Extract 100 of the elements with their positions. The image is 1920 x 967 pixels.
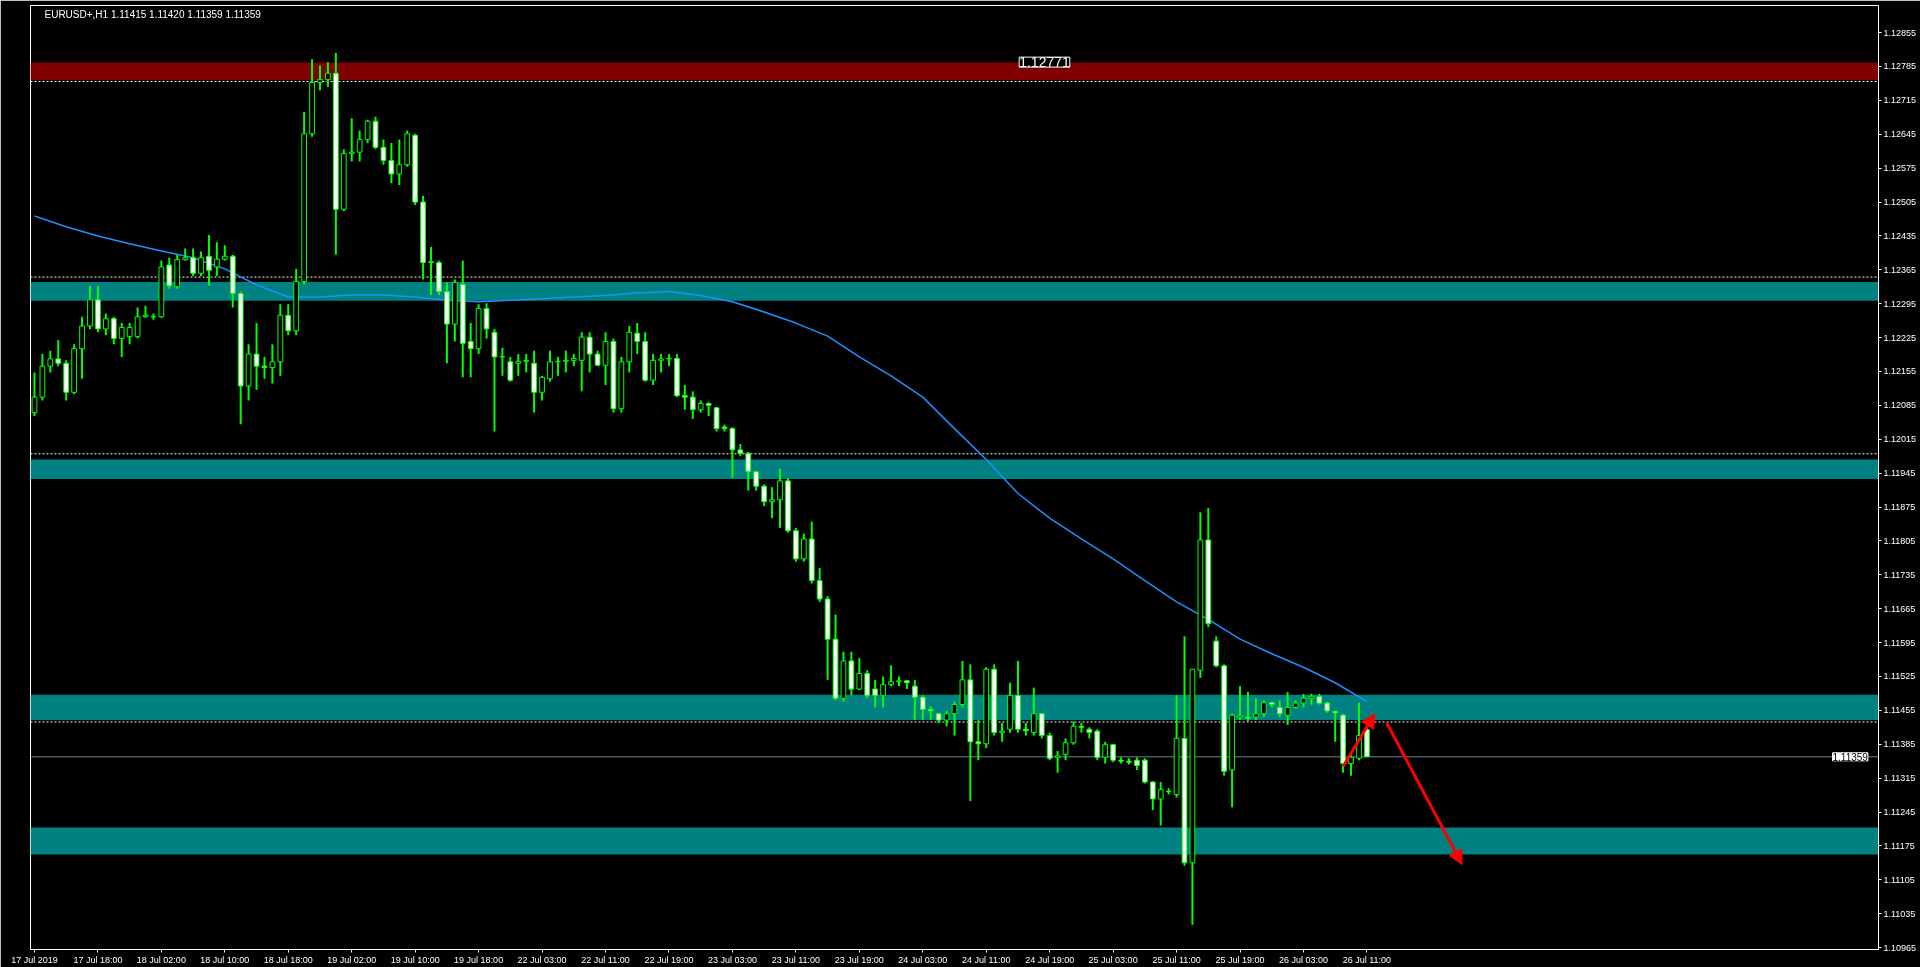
y-tick-label: 1.11875 [1883, 502, 1916, 513]
annotation: 1.12771 [1019, 54, 1070, 71]
candlestick [1102, 740, 1109, 765]
y-tick-label: 1.12015 [1883, 434, 1917, 445]
candlestick [198, 250, 204, 278]
y-tick-label: 1.12435 [1883, 230, 1917, 241]
candlestick [79, 315, 85, 380]
line-series [33, 215, 1368, 703]
x-tick-label: 18 Jul 10:00 [200, 954, 250, 965]
candlestick [1070, 720, 1077, 746]
candlestick [681, 384, 688, 411]
y-tick-label: 1.10965 [1883, 942, 1917, 953]
x-tick-label: 24 Jul 11:00 [962, 954, 1011, 965]
ref-line-label: 1.11359 [1832, 751, 1869, 763]
y-tick-label: 1.12155 [1883, 366, 1917, 377]
y-tick-label: 1.11595 [1883, 637, 1916, 648]
candlestick [880, 675, 886, 709]
y-tick-label: 1.12085 [1883, 400, 1917, 411]
candlestick [1149, 780, 1156, 812]
candlestick [55, 339, 62, 368]
x-tick-label: 23 Jul 03:00 [707, 954, 757, 965]
x-tick-label: 25 Jul 11:00 [1152, 954, 1201, 965]
y-tick-label: 1.11945 [1883, 468, 1916, 479]
candlestick [872, 678, 879, 709]
candlestick [285, 303, 292, 337]
y-tick-label: 1.11315 [1883, 773, 1916, 784]
candlestick [689, 390, 696, 420]
x-tick-label: 25 Jul 03:00 [1088, 954, 1138, 965]
y-tick-label: 1.11735 [1883, 569, 1916, 580]
x-tick-label: 24 Jul 19:00 [1025, 954, 1075, 965]
x-tick-label: 19 Jul 02:00 [327, 954, 377, 965]
candlestick [325, 61, 331, 88]
y-tick-label: 1.12505 [1883, 197, 1917, 208]
candlestick [562, 349, 569, 374]
candlestick [800, 532, 807, 563]
candlestick [1038, 711, 1045, 740]
candlestick [547, 349, 553, 383]
x-tick-label: 26 Jul 11:00 [1342, 954, 1392, 965]
candlestick [348, 117, 355, 163]
y-tick-label: 1.11035 [1883, 908, 1916, 919]
candlestick [586, 331, 593, 374]
x-tick-label: 18 Jul 02:00 [136, 954, 186, 965]
candlestick [1062, 737, 1069, 762]
candlestick [1046, 731, 1053, 762]
y-tick-label: 1.12365 [1883, 264, 1917, 275]
y-tick-label: 1.11245 [1883, 807, 1916, 818]
candlestick [102, 312, 109, 337]
candlestick [1054, 750, 1061, 774]
candlestick [951, 700, 958, 737]
candlestick [483, 302, 490, 340]
y-tick-label: 1.12295 [1883, 298, 1917, 309]
x-tick-label: 23 Jul 19:00 [834, 954, 884, 965]
y-tick-label: 1.11455 [1883, 705, 1916, 716]
candlestick [356, 129, 363, 163]
candlestick [47, 349, 54, 374]
candlestick [658, 353, 664, 374]
x-tick-label: 25 Jul 19:00 [1215, 954, 1265, 965]
y-tick-label: 1.11805 [1883, 535, 1916, 546]
candlestick [214, 241, 220, 278]
candlestick [650, 353, 656, 387]
candlestick [118, 322, 125, 358]
y-tick-label: 1.12785 [1883, 61, 1917, 72]
candlestick [380, 138, 387, 166]
candlestick [507, 355, 514, 383]
candlestick [761, 483, 768, 508]
candlestick [1348, 753, 1354, 777]
x-tick-label: 17 Jul 18:00 [73, 954, 123, 965]
y-tick-label: 1.11105 [1883, 874, 1915, 885]
candlestick [396, 138, 403, 187]
y-tick-label: 1.12645 [1883, 129, 1917, 140]
candlestick [856, 657, 863, 692]
candlestick [467, 322, 474, 379]
candlestick [1141, 757, 1148, 785]
candlestick [428, 246, 434, 296]
y-tick-label: 1.11385 [1883, 739, 1916, 750]
candlestick [134, 306, 141, 340]
candlestick [388, 141, 395, 185]
candlestick [864, 669, 871, 700]
candlestick [777, 467, 783, 529]
y-tick-label: 1.11665 [1883, 603, 1916, 614]
y-tick-label: 1.12855 [1883, 27, 1917, 38]
x-tick-label: 26 Jul 03:00 [1278, 954, 1329, 965]
x-tick-label: 18 Jul 18:00 [263, 954, 313, 965]
candlestick [1237, 685, 1243, 722]
candlestick [888, 664, 894, 688]
y-tick-label: 1.12575 [1883, 163, 1917, 174]
x-tick-label: 22 Jul 19:00 [644, 954, 694, 965]
candlestick [1253, 697, 1259, 722]
y-tick-label: 1.12225 [1883, 332, 1917, 343]
y-tick-label: 1.11175 [1883, 840, 1915, 851]
x-tick-label: 17 Jul 2019 [11, 954, 58, 965]
y-tick-label: 1.12715 [1883, 95, 1917, 106]
candlestick [523, 353, 530, 374]
x-tick-label: 23 Jul 11:00 [771, 954, 821, 965]
candlestick [253, 322, 260, 391]
candlestick [1030, 686, 1037, 737]
chart-title: EURUSD+,H1 1.11415 1.11420 1.11359 1.11359 [44, 8, 262, 20]
y-tick-label: 1.11525 [1883, 671, 1916, 682]
x-tick-label: 22 Jul 03:00 [517, 954, 567, 965]
x-tick-label: 22 Jul 11:00 [581, 954, 630, 965]
